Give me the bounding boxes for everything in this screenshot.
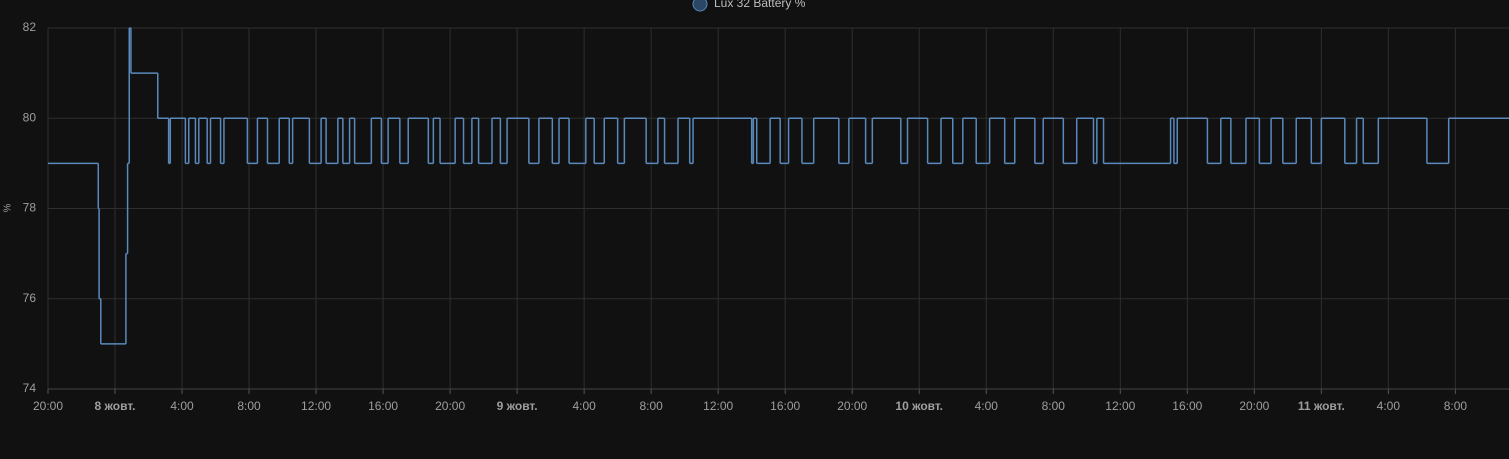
- x-tick-label: 20:00: [1239, 399, 1269, 413]
- x-tick-label: 4:00: [572, 399, 596, 413]
- x-tick-label: 8:00: [1042, 399, 1066, 413]
- x-tick-label: 20:00: [837, 399, 867, 413]
- x-tick-label: 20:00: [33, 399, 63, 413]
- x-tick-label: 11 жовт.: [1298, 399, 1345, 413]
- legend-swatch[interactable]: [692, 0, 708, 12]
- y-tick-label: 78: [23, 201, 37, 215]
- x-tick-label: 8:00: [1444, 399, 1468, 413]
- x-tick-label: 9 жовт.: [497, 399, 538, 413]
- x-tick-label: 10 жовт.: [895, 399, 943, 413]
- x-tick-label: 4:00: [1377, 399, 1401, 413]
- x-tick-label: 20:00: [435, 399, 465, 413]
- x-tick-label: 8 жовт.: [95, 399, 136, 413]
- x-tick-label: 4:00: [975, 399, 999, 413]
- x-tick-label: 12:00: [703, 399, 733, 413]
- y-tick-label: 76: [23, 291, 37, 305]
- y-tick-label: 82: [23, 20, 37, 34]
- x-tick-label: 12:00: [301, 399, 331, 413]
- x-tick-label: 8:00: [639, 399, 663, 413]
- x-tick-label: 4:00: [170, 399, 194, 413]
- y-tick-label: 80: [23, 110, 37, 124]
- y-tick-label: 74: [23, 381, 37, 395]
- x-tick-label: 16:00: [368, 399, 398, 413]
- x-tick-label: 12:00: [1105, 399, 1135, 413]
- x-tick-label: 16:00: [770, 399, 800, 413]
- legend-label[interactable]: Lux 32 Battery %: [714, 0, 806, 10]
- y-axis-label: %: [3, 203, 14, 212]
- x-tick-label: 16:00: [1172, 399, 1202, 413]
- x-tick-label: 8:00: [237, 399, 261, 413]
